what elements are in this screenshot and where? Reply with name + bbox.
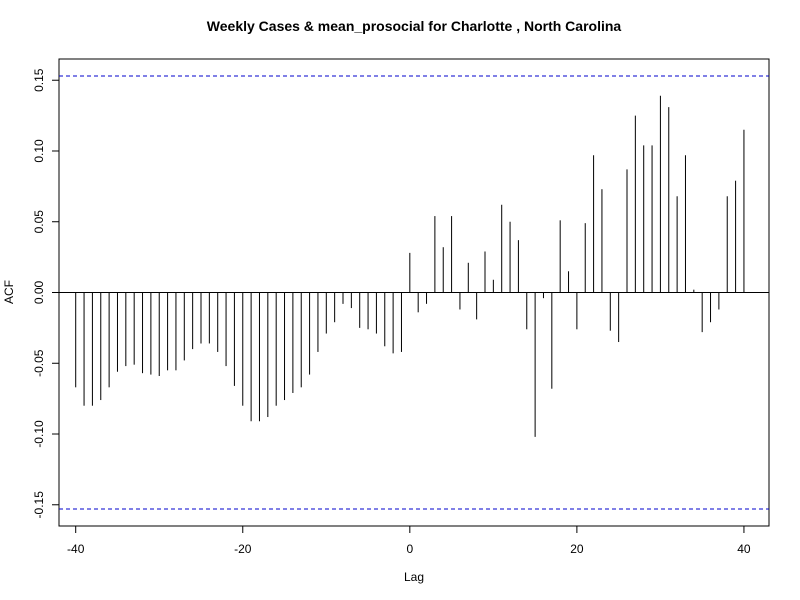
x-tick-label: 0: [406, 542, 413, 556]
x-tick-label: -40: [67, 542, 85, 556]
y-axis: -0.15 -0.10 -0.05 0.00 0.05 0.10 0.15: [32, 68, 59, 518]
x-tick-label: 20: [570, 542, 584, 556]
x-tick-label: 40: [737, 542, 751, 556]
confidence-lines: [59, 75, 769, 510]
x-axis: -40 -20 0 20 40: [67, 526, 751, 556]
y-tick-label: -0.10: [32, 420, 46, 448]
y-tick-label: 0.00: [32, 280, 46, 304]
x-tick-label: -20: [234, 542, 252, 556]
y-tick-label: -0.15: [32, 491, 46, 519]
y-tick-label: 0.10: [32, 139, 46, 163]
acf-bars: [75, 95, 745, 437]
chart-title: Weekly Cases & mean_prosocial for Charlo…: [207, 18, 622, 34]
y-tick-label: 0.05: [32, 210, 46, 234]
y-axis-label: ACF: [2, 280, 16, 304]
y-tick-label: 0.15: [32, 68, 46, 92]
x-axis-label: Lag: [404, 570, 424, 584]
y-tick-label: -0.05: [32, 349, 46, 377]
